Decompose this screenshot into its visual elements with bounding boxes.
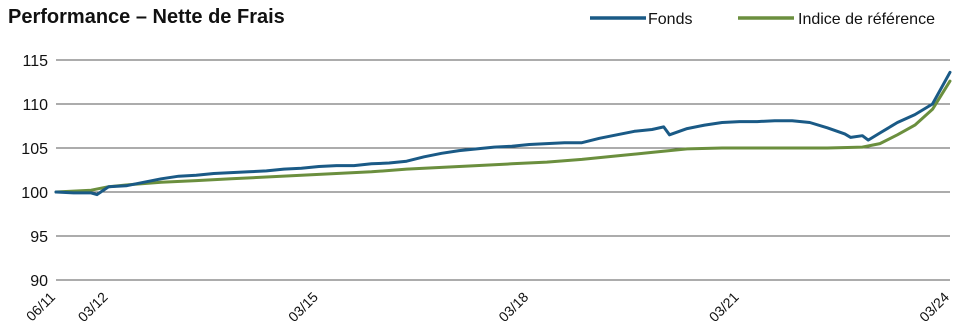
y-tick-label-110: 110 bbox=[22, 97, 48, 114]
x-tick-label-1: 03/12 bbox=[75, 289, 111, 325]
x-tick-label-2: 03/15 bbox=[285, 289, 321, 325]
chart-title: Performance – Nette de Frais bbox=[8, 6, 285, 28]
y-tick-label-100: 100 bbox=[21, 185, 48, 202]
x-tick-label-4: 03/21 bbox=[706, 289, 742, 325]
legend-label-fonds: Fonds bbox=[648, 11, 692, 28]
x-tick-label-5: 03/24 bbox=[916, 289, 952, 325]
y-tick-label-90: 90 bbox=[30, 273, 48, 290]
y-tick-label-95: 95 bbox=[30, 229, 48, 246]
y-tick-label-105: 105 bbox=[21, 141, 48, 158]
series-line-indice-de-reference bbox=[54, 79, 952, 194]
x-tick-label-3: 03/18 bbox=[495, 289, 531, 325]
legend-label-indice-de-reference: Indice de référence bbox=[798, 11, 935, 28]
x-tick-label-0: 06/11 bbox=[23, 289, 59, 325]
series-line-fonds bbox=[54, 70, 952, 197]
y-tick-label-115: 115 bbox=[22, 53, 48, 70]
